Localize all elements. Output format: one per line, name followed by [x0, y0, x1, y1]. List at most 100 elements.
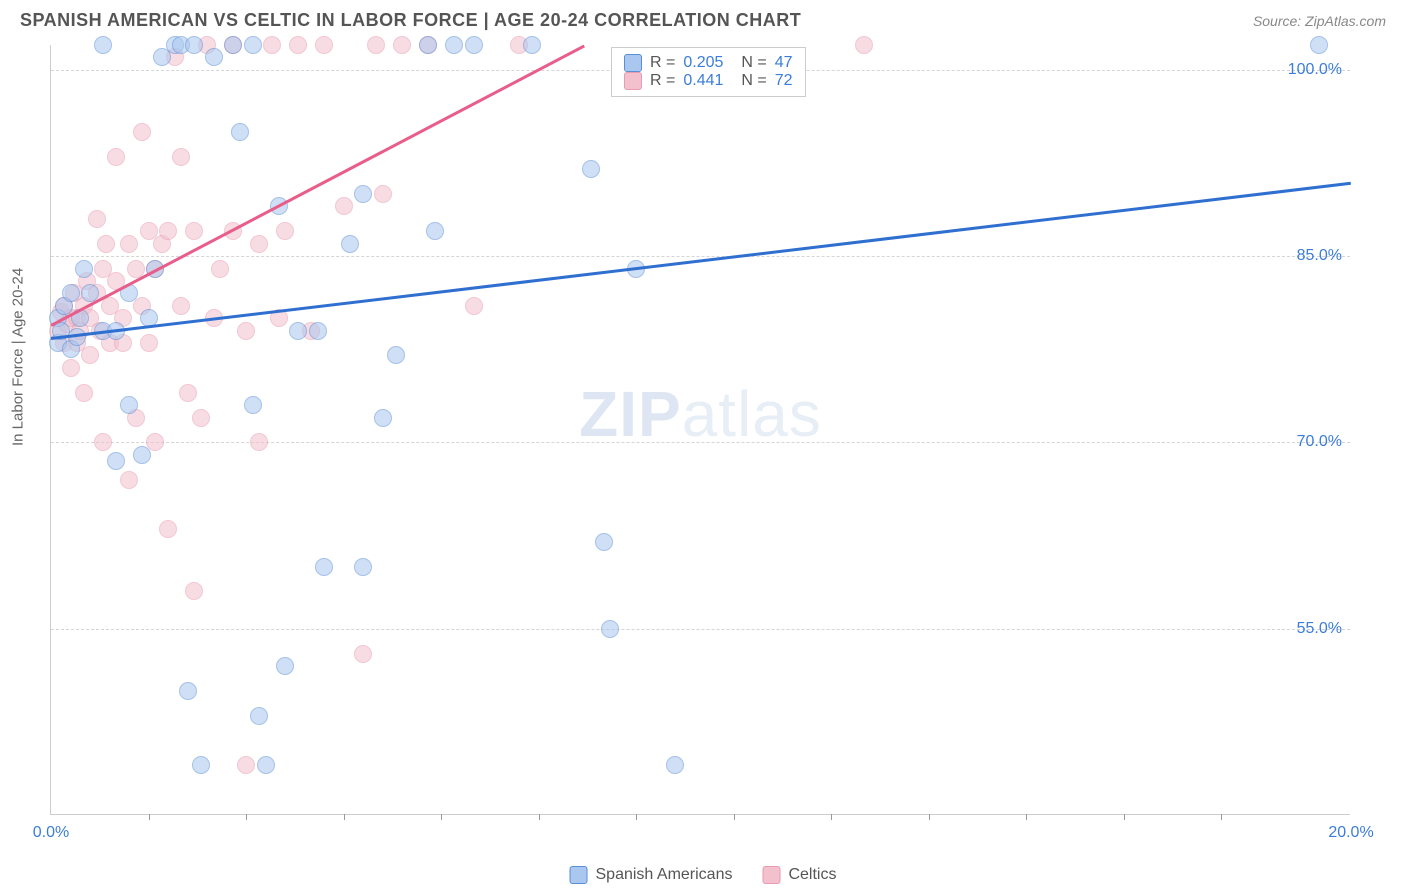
data-point [341, 235, 359, 253]
legend-r-label: R = [650, 72, 675, 90]
data-point [231, 123, 249, 141]
x-tick-label: 0.0% [33, 824, 69, 842]
data-point [419, 36, 437, 54]
x-minor-tick [441, 814, 442, 820]
y-tick-label: 55.0% [1297, 620, 1342, 638]
data-point [75, 384, 93, 402]
legend-item-spanish: Spanish Americans [570, 866, 733, 884]
data-point [237, 756, 255, 774]
data-point [94, 36, 112, 54]
data-point [465, 36, 483, 54]
data-point [120, 471, 138, 489]
x-minor-tick [1026, 814, 1027, 820]
data-point [374, 409, 392, 427]
data-point [192, 756, 210, 774]
legend-r-value: 0.441 [683, 72, 723, 90]
data-point [276, 222, 294, 240]
legend-r-value: 0.205 [683, 54, 723, 72]
data-point [159, 222, 177, 240]
data-point [465, 297, 483, 315]
legend-n-value: 72 [775, 72, 793, 90]
data-point [601, 620, 619, 638]
legend-row: R = 0.205 N = 47 [624, 54, 793, 72]
y-tick-label: 85.0% [1297, 247, 1342, 265]
data-point [244, 36, 262, 54]
data-point [75, 260, 93, 278]
legend-bottom: Spanish Americans Celtics [570, 866, 837, 884]
data-point [393, 36, 411, 54]
data-point [140, 334, 158, 352]
data-point [335, 197, 353, 215]
data-point [250, 707, 268, 725]
x-minor-tick [246, 814, 247, 820]
data-point [257, 756, 275, 774]
data-point [224, 36, 242, 54]
data-point [172, 148, 190, 166]
data-point [595, 533, 613, 551]
data-point [289, 322, 307, 340]
data-point [159, 520, 177, 538]
data-point [172, 297, 190, 315]
data-point [354, 185, 372, 203]
data-point [315, 558, 333, 576]
data-point [354, 645, 372, 663]
data-point [387, 346, 405, 364]
data-point [315, 36, 333, 54]
y-tick-label: 70.0% [1297, 433, 1342, 451]
data-point [97, 235, 115, 253]
data-point [855, 36, 873, 54]
legend-label: Spanish Americans [596, 866, 733, 884]
data-point [263, 36, 281, 54]
legend-label: Celtics [788, 866, 836, 884]
data-point [81, 346, 99, 364]
data-point [445, 36, 463, 54]
data-point [276, 657, 294, 675]
x-minor-tick [1221, 814, 1222, 820]
x-minor-tick [734, 814, 735, 820]
data-point [309, 322, 327, 340]
legend-swatch-icon [762, 866, 780, 884]
data-point [185, 582, 203, 600]
data-point [179, 682, 197, 700]
scatter-chart: ZIPatlas 55.0%70.0%85.0%100.0%0.0%20.0%R… [50, 45, 1350, 815]
source-attribution: Source: ZipAtlas.com [1253, 13, 1386, 29]
legend-n-label: N = [741, 54, 766, 72]
x-minor-tick [636, 814, 637, 820]
data-point [94, 433, 112, 451]
data-point [62, 359, 80, 377]
data-point [120, 396, 138, 414]
x-minor-tick [149, 814, 150, 820]
gridline [51, 256, 1350, 257]
x-minor-tick [929, 814, 930, 820]
data-point [237, 322, 255, 340]
data-point [205, 48, 223, 66]
legend-swatch-icon [570, 866, 588, 884]
data-point [367, 36, 385, 54]
chart-title: SPANISH AMERICAN VS CELTIC IN LABOR FORC… [20, 10, 801, 31]
legend-swatch-icon [624, 54, 642, 72]
data-point [426, 222, 444, 240]
correlation-legend: R = 0.205 N = 47 R = 0.441 N = 72 [611, 47, 806, 97]
legend-r-label: R = [650, 54, 675, 72]
data-point [211, 260, 229, 278]
legend-swatch-icon [624, 72, 642, 90]
data-point [185, 222, 203, 240]
data-point [133, 446, 151, 464]
x-minor-tick [1124, 814, 1125, 820]
data-point [107, 148, 125, 166]
data-point [523, 36, 541, 54]
data-point [250, 433, 268, 451]
data-point [1310, 36, 1328, 54]
data-point [107, 452, 125, 470]
legend-n-label: N = [741, 72, 766, 90]
watermark: ZIPatlas [579, 377, 822, 451]
x-minor-tick [831, 814, 832, 820]
data-point [133, 123, 151, 141]
x-minor-tick [344, 814, 345, 820]
data-point [374, 185, 392, 203]
data-point [666, 756, 684, 774]
data-point [192, 409, 210, 427]
data-point [289, 36, 307, 54]
legend-n-value: 47 [775, 54, 793, 72]
trend-line [51, 182, 1351, 340]
